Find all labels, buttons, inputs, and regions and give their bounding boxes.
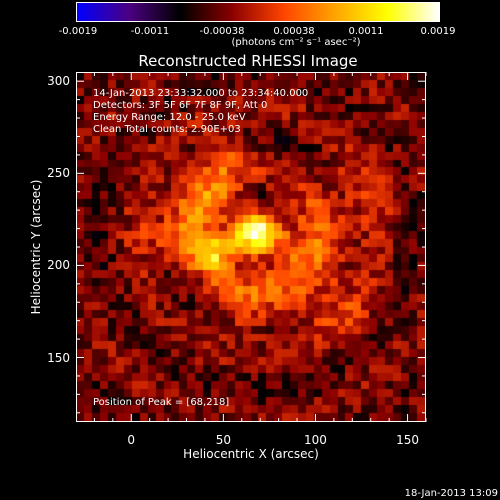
y-tick-label: 150 xyxy=(47,351,70,365)
x-axis-label: Heliocentric X (arcsec) xyxy=(183,447,319,461)
x-tick-label: 100 xyxy=(304,433,327,447)
y-axis-label: Heliocentric Y (arcsec) xyxy=(29,180,43,315)
x-tick-label: 50 xyxy=(216,433,231,447)
x-tick-label: 0 xyxy=(127,433,135,447)
timestamp: 18-Jan-2013 13:09 xyxy=(405,488,498,499)
y-tick-label: 300 xyxy=(47,74,70,88)
y-tick-label: 250 xyxy=(47,166,70,180)
x-tick-label: 150 xyxy=(396,433,419,447)
y-tick-label: 200 xyxy=(47,258,70,272)
